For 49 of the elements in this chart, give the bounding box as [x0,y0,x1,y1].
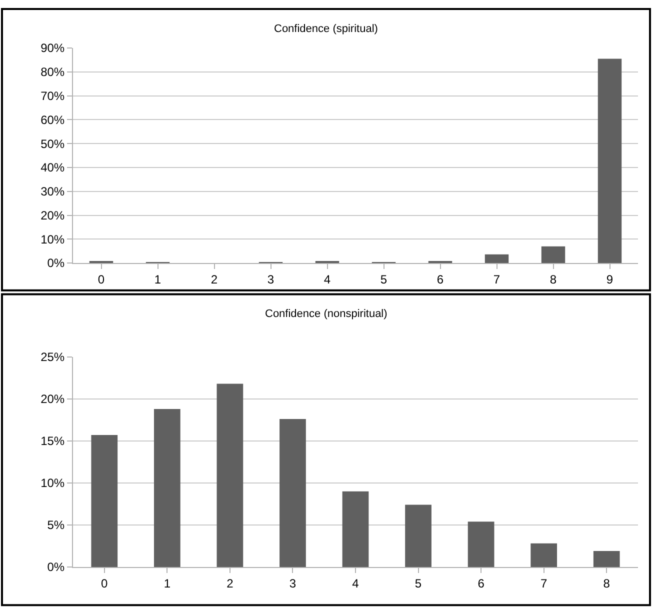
y-tick-label: 15% [40,434,65,448]
bar [216,384,244,567]
y-tick-label: 30% [40,184,65,199]
bar [468,522,494,567]
x-tick-label: 1 [164,576,171,590]
bar [154,408,180,567]
y-tick-label: 40% [40,160,65,175]
x-tick-label: 6 [436,272,444,286]
y-tick-label: 0% [47,560,65,574]
y-tick-label: 10% [40,232,65,246]
x-tick-label: 5 [380,272,388,286]
x-tick-label: 4 [352,576,360,590]
y-tick-label: 20% [40,208,65,222]
y-tick-label: 50% [40,136,65,151]
bar [342,491,369,567]
x-tick-label: 3 [267,272,274,286]
x-tick-label: 7 [540,576,548,590]
x-tick-label: 2 [226,576,234,590]
y-tick-label: 90% [40,41,65,56]
y-tick-label: 5% [47,518,65,532]
bar [593,550,620,567]
bar [280,419,306,567]
bar [91,435,118,567]
y-tick-label: 60% [40,112,65,127]
y-tick-label: 0% [47,256,65,270]
y-tick-label: 10% [40,476,65,490]
bar [541,246,566,264]
x-tick-label: 0 [101,576,108,590]
x-tick-label: 7 [493,272,500,286]
x-tick-label: 8 [550,272,557,286]
x-tick-label: 3 [289,576,296,590]
x-tick-label: 4 [324,272,331,286]
x-tick-label: 1 [154,272,162,286]
y-tick-label: 20% [40,392,65,406]
bar [484,254,509,264]
x-tick-label: 6 [478,576,485,590]
x-tick-label: 8 [603,576,610,590]
y-tick-label: 80% [40,65,65,80]
x-tick-label: 9 [606,272,614,286]
chart-title: Confidence (nonspiritual) [265,308,388,320]
x-tick-label: 2 [210,272,218,286]
bar [405,504,432,567]
bar [530,543,558,567]
bar [598,58,622,264]
x-tick-label: 0 [98,272,105,286]
x-tick-label: 5 [414,576,422,590]
chart-title: Confidence (spiritual) [274,23,378,35]
y-tick-label: 25% [40,350,65,364]
y-tick-label: 70% [40,89,65,104]
